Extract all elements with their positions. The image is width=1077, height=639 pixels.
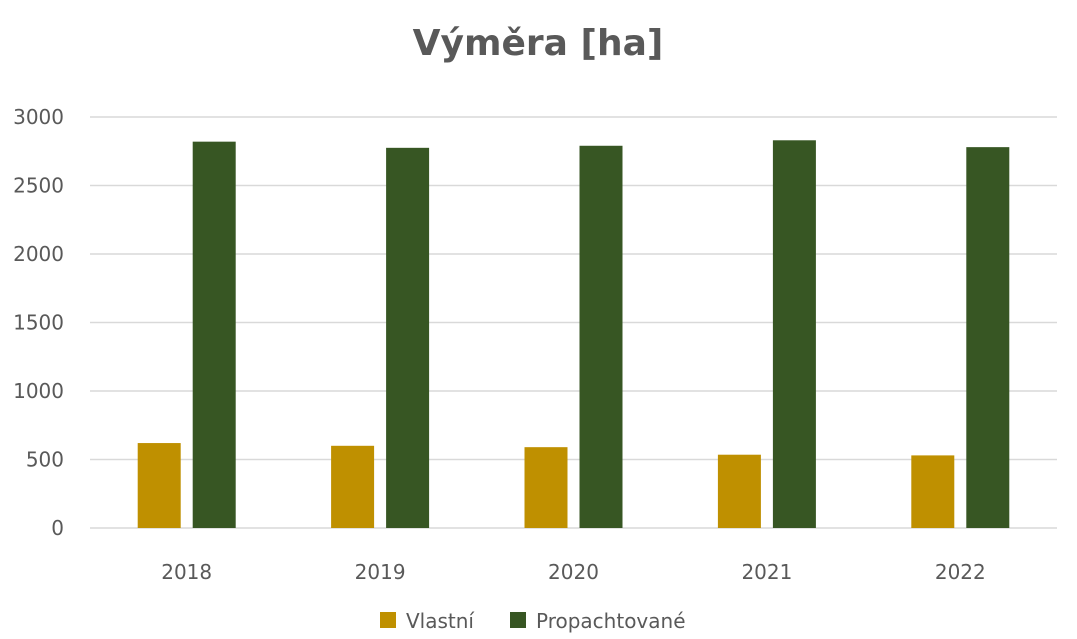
bar-propachtovane-2022 xyxy=(966,147,1010,528)
y-tick-label: 2500 xyxy=(13,174,64,198)
x-tick-label: 2019 xyxy=(355,560,406,584)
x-axis-ticks: 2018 2019 2020 2021 2022 xyxy=(161,560,986,584)
y-tick-label: 3000 xyxy=(13,105,64,129)
chart-title: Výměra [ha] xyxy=(413,23,664,64)
legend-label: Propachtované xyxy=(536,609,686,633)
x-tick-label: 2018 xyxy=(161,560,212,584)
bar-propachtovane-2019 xyxy=(386,147,430,528)
legend-label: Vlastní xyxy=(406,609,475,633)
bars xyxy=(137,140,1010,529)
bar-propachtovane-2021 xyxy=(772,140,816,529)
legend: Vlastní Propachtované xyxy=(380,609,686,633)
bar-propachtovane-2020 xyxy=(579,145,623,528)
bar-vlastni-2022 xyxy=(911,455,955,528)
bar-vlastni-2020 xyxy=(524,447,568,528)
bar-propachtovane-2018 xyxy=(192,141,236,528)
legend-swatch xyxy=(380,612,396,628)
y-tick-label: 1500 xyxy=(13,311,64,335)
gridlines xyxy=(90,116,1057,529)
y-tick-label: 1000 xyxy=(13,379,64,403)
bar-vlastni-2018 xyxy=(137,443,181,528)
y-tick-label: 2000 xyxy=(13,242,64,266)
y-tick-label: 0 xyxy=(51,516,64,540)
x-tick-label: 2021 xyxy=(741,560,792,584)
bar-vlastni-2019 xyxy=(331,445,375,528)
bar-vlastni-2021 xyxy=(717,454,761,528)
x-tick-label: 2022 xyxy=(935,560,986,584)
y-axis-ticks: 0 500 1000 1500 2000 2500 3000 xyxy=(13,105,64,540)
legend-swatch xyxy=(510,612,526,628)
y-tick-label: 500 xyxy=(26,448,64,472)
x-tick-label: 2020 xyxy=(548,560,599,584)
